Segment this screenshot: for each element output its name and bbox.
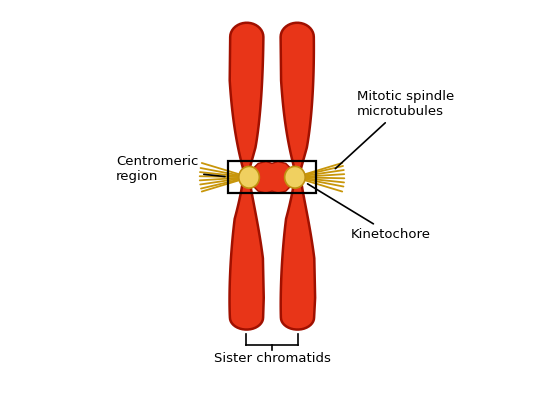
Polygon shape bbox=[252, 162, 292, 193]
Text: Kinetochore: Kinetochore bbox=[307, 184, 431, 241]
Ellipse shape bbox=[285, 166, 305, 188]
Text: Mitotic spindle
microtubules: Mitotic spindle microtubules bbox=[335, 90, 454, 169]
Text: Centromeric
region: Centromeric region bbox=[116, 155, 225, 183]
Bar bbox=[228, 161, 316, 193]
Ellipse shape bbox=[239, 166, 259, 188]
Polygon shape bbox=[281, 23, 315, 330]
Text: Sister chromatids: Sister chromatids bbox=[214, 352, 330, 365]
Polygon shape bbox=[230, 23, 264, 330]
